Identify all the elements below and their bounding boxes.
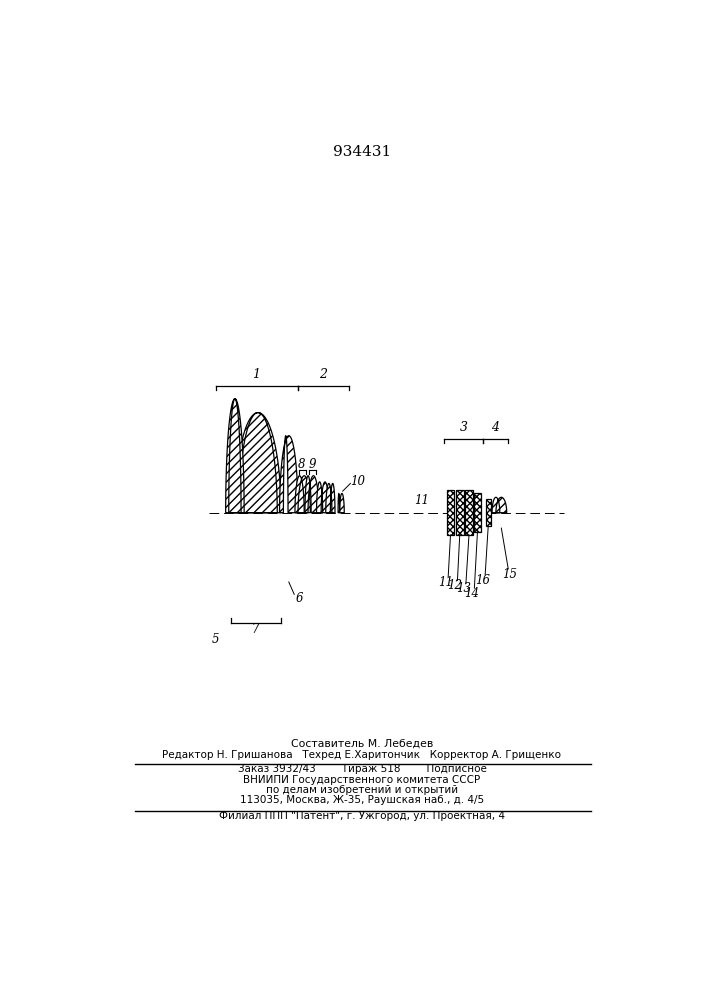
Text: Составитель М. Лебедев: Составитель М. Лебедев (291, 739, 433, 749)
Polygon shape (338, 493, 344, 513)
Text: 8: 8 (298, 458, 305, 471)
Bar (447, 490, 455, 535)
Text: 934431: 934431 (333, 145, 391, 159)
Polygon shape (226, 399, 244, 513)
Text: 1: 1 (252, 368, 259, 381)
Text: Заказ 3932/43        Тираж 518        Подписное: Заказ 3932/43 Тираж 518 Подписное (238, 764, 486, 774)
Text: 4: 4 (491, 421, 499, 434)
Text: Филиал ППП "Патент", г. Ужгород, ул. Проектная, 4: Филиал ППП "Патент", г. Ужгород, ул. Про… (219, 811, 505, 821)
Text: ВНИИПИ Государственного комитета СССР: ВНИИПИ Государственного комитета СССР (243, 775, 481, 785)
Text: 13: 13 (456, 582, 471, 595)
Text: 11: 11 (438, 576, 453, 588)
Text: 3: 3 (460, 421, 467, 434)
Text: 9: 9 (308, 458, 315, 471)
Text: 5: 5 (212, 633, 219, 646)
Polygon shape (326, 483, 335, 513)
Text: 11: 11 (414, 494, 428, 507)
Polygon shape (235, 413, 281, 513)
Bar (486, 499, 491, 526)
Text: 14: 14 (464, 587, 479, 600)
Polygon shape (279, 436, 298, 513)
Text: 2: 2 (320, 368, 327, 381)
Text: 10: 10 (351, 475, 366, 488)
Text: 113035, Москва, Ж-35, Раушская наб., д. 4/5: 113035, Москва, Ж-35, Раушская наб., д. … (240, 795, 484, 805)
Polygon shape (317, 482, 329, 513)
Bar (465, 490, 473, 535)
Text: Редактор Н. Гришанова   Техред Е.Харитончик   Корректор А. Грищенко: Редактор Н. Гришанова Техред Е.Харитончи… (163, 750, 561, 760)
Text: по делам изобретений и открытий: по делам изобретений и открытий (266, 785, 458, 795)
Polygon shape (305, 476, 319, 513)
Polygon shape (295, 476, 310, 513)
Text: 12: 12 (448, 579, 462, 592)
Text: 16: 16 (475, 574, 491, 587)
Text: 6: 6 (296, 592, 303, 605)
Text: 15: 15 (502, 568, 518, 581)
Bar (456, 490, 464, 535)
Text: 7: 7 (252, 623, 259, 636)
Polygon shape (492, 497, 507, 513)
Bar (474, 493, 481, 532)
